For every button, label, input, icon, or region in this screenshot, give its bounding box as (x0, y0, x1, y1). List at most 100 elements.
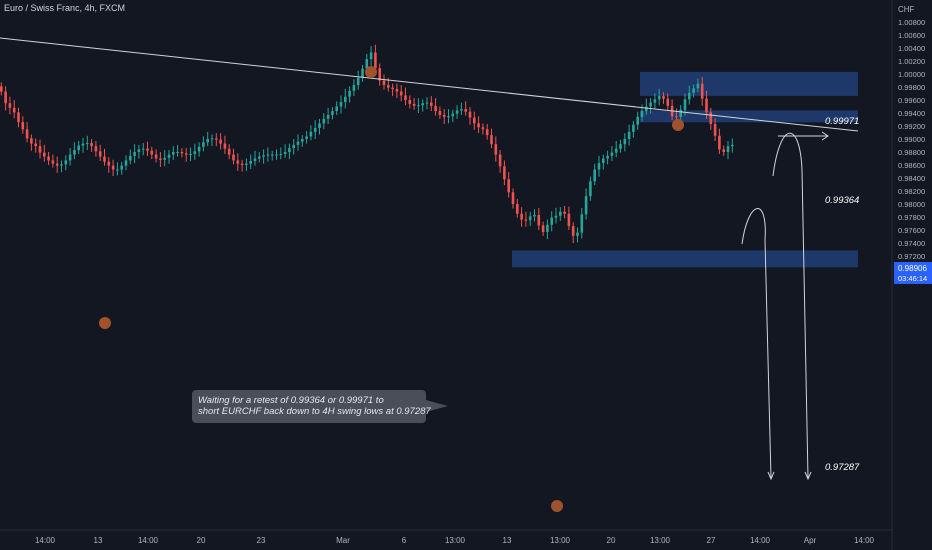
candle-body[interactable] (395, 88, 399, 92)
candle-body[interactable] (141, 148, 145, 150)
candle-body[interactable] (528, 216, 532, 221)
candle-body[interactable] (344, 96, 347, 102)
candle-body[interactable] (146, 148, 149, 151)
descending-trendline[interactable] (0, 37, 859, 132)
candle-body[interactable] (266, 154, 270, 156)
candle-body[interactable] (296, 141, 300, 145)
candle-body[interactable] (253, 158, 257, 162)
candle-body[interactable] (120, 165, 123, 170)
candle-body[interactable] (498, 154, 502, 167)
candle-body[interactable] (369, 52, 373, 60)
projection-arrow-from-99364[interactable] (741, 208, 772, 479)
candle-body[interactable] (726, 146, 730, 152)
candle-body[interactable] (43, 152, 46, 157)
candle-body[interactable] (116, 169, 119, 171)
candle-body[interactable] (425, 102, 429, 104)
candle-body[interactable] (301, 139, 304, 142)
candle-body[interactable] (709, 112, 713, 125)
candle-body[interactable] (593, 169, 596, 182)
candle-body[interactable] (81, 143, 85, 146)
candle-body[interactable] (447, 116, 450, 118)
candle-body[interactable] (356, 77, 360, 86)
candle-body[interactable] (206, 139, 209, 143)
candle-body[interactable] (258, 156, 261, 159)
candle-body[interactable] (520, 213, 523, 220)
candle-body[interactable] (154, 154, 158, 159)
candle-body[interactable] (361, 68, 364, 78)
candle-body[interactable] (90, 142, 93, 147)
candle-body[interactable] (666, 98, 670, 106)
candle-body[interactable] (262, 155, 265, 157)
candle-body[interactable] (490, 135, 493, 145)
projection-arrow-from-99971[interactable] (772, 132, 809, 479)
candle-body[interactable] (614, 148, 618, 153)
candle-body[interactable] (348, 90, 351, 97)
candle-body[interactable] (559, 211, 562, 216)
candle-body[interactable] (571, 226, 575, 236)
candle-body[interactable] (47, 156, 50, 161)
candle-body[interactable] (576, 232, 579, 236)
candle-body[interactable] (610, 152, 614, 156)
candle-body[interactable] (662, 96, 665, 99)
candle-body[interactable] (391, 87, 394, 89)
candle-body[interactable] (619, 144, 622, 149)
candle-body[interactable] (30, 138, 33, 144)
candle-body[interactable] (589, 181, 592, 197)
candle-body[interactable] (705, 98, 708, 113)
candle-body[interactable] (623, 139, 627, 145)
candle-body[interactable] (64, 160, 68, 165)
candle-body[interactable] (21, 122, 25, 130)
price-zone-0.99971[interactable] (640, 71, 858, 96)
candle-body[interactable] (331, 111, 334, 115)
candle-body[interactable] (718, 135, 721, 150)
candle-body[interactable] (640, 111, 644, 117)
candle-body[interactable] (636, 116, 639, 125)
candle-body[interactable] (288, 148, 291, 152)
candle-body[interactable] (657, 96, 661, 100)
candle-body[interactable] (215, 138, 218, 140)
candle-body[interactable] (563, 211, 566, 214)
candle-body[interactable] (292, 144, 295, 149)
trade-idea-callout[interactable]: Waiting for a retest of 0.99364 or 0.999… (192, 390, 431, 423)
candle-body[interactable] (202, 142, 205, 147)
candle-body[interactable] (0, 86, 3, 92)
candle-body[interactable] (679, 109, 682, 117)
candle-body[interactable] (180, 152, 184, 154)
candle-body[interactable] (460, 109, 463, 111)
candle-body[interactable] (111, 165, 115, 170)
candle-body[interactable] (103, 156, 106, 162)
candle-body[interactable] (507, 179, 510, 193)
candle-body[interactable] (580, 214, 584, 233)
candle-body[interactable] (464, 109, 467, 112)
candle-body[interactable] (421, 103, 424, 106)
candle-body[interactable] (434, 105, 437, 112)
candle-body[interactable] (503, 166, 506, 180)
candle-body[interactable] (223, 143, 227, 149)
swing-low-marker-right[interactable] (551, 500, 563, 512)
candle-body[interactable] (537, 215, 541, 226)
candle-body[interactable] (430, 102, 433, 106)
candle-body[interactable] (219, 139, 222, 144)
candle-body[interactable] (313, 127, 317, 132)
candle-body[interactable] (696, 83, 700, 89)
retest-marker[interactable] (672, 119, 684, 131)
candle-body[interactable] (365, 59, 369, 69)
candle-body[interactable] (137, 149, 141, 152)
candle-body[interactable] (305, 136, 308, 139)
candle-body[interactable] (197, 146, 201, 152)
candle-body[interactable] (645, 106, 648, 112)
candle-body[interactable] (283, 152, 287, 154)
candle-body[interactable] (270, 154, 274, 156)
candle-body[interactable] (34, 143, 37, 147)
candle-body[interactable] (55, 163, 59, 166)
candle-body[interactable] (245, 163, 248, 165)
candle-body[interactable] (408, 100, 412, 104)
candle-body[interactable] (4, 91, 7, 104)
candle-body[interactable] (172, 152, 175, 155)
candle-body[interactable] (606, 155, 609, 159)
candle-body[interactable] (649, 102, 652, 107)
candle-body[interactable] (279, 153, 283, 155)
candle-body[interactable] (485, 129, 489, 136)
candle-body[interactable] (541, 225, 545, 232)
